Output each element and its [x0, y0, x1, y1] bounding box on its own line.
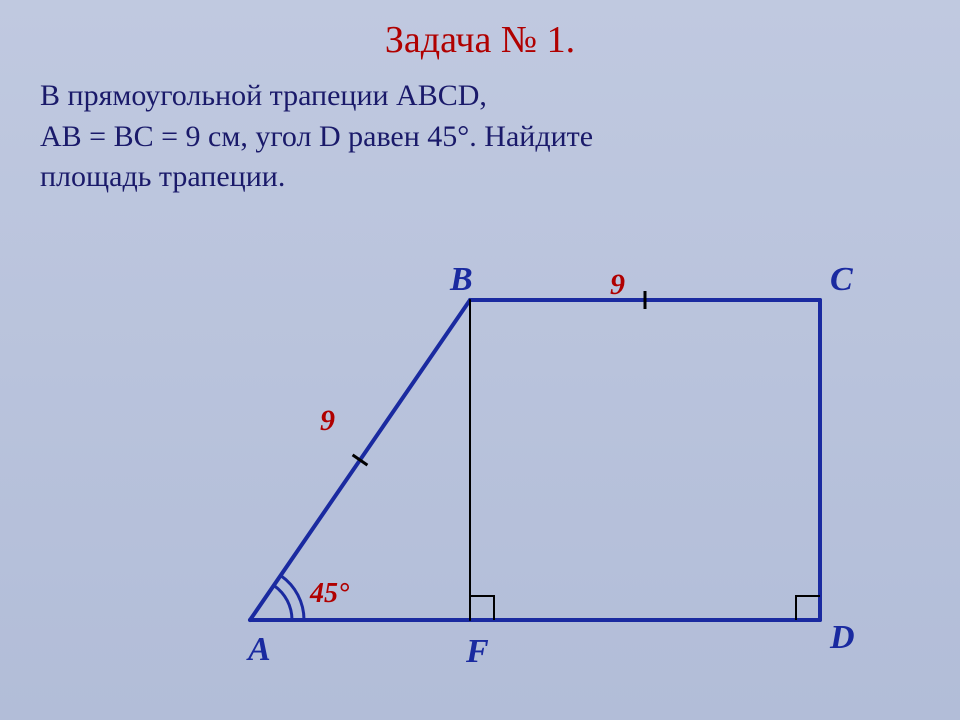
tick-mark [353, 455, 368, 465]
diagram-label: B [449, 261, 473, 298]
diagram-label: A [246, 631, 271, 668]
diagram-label: 9 [610, 268, 625, 301]
geometry-diagram: B C A F D 9 9 45° [0, 0, 960, 720]
right-angle-mark [470, 596, 494, 620]
angle-arc [274, 586, 292, 620]
diagram-label: 45° [309, 578, 349, 609]
diagram-label: F [465, 633, 489, 670]
right-angle-mark [796, 596, 820, 620]
diagram-label: D [829, 619, 855, 656]
diagram-label: 9 [320, 404, 335, 437]
diagram-label: C [830, 261, 853, 298]
